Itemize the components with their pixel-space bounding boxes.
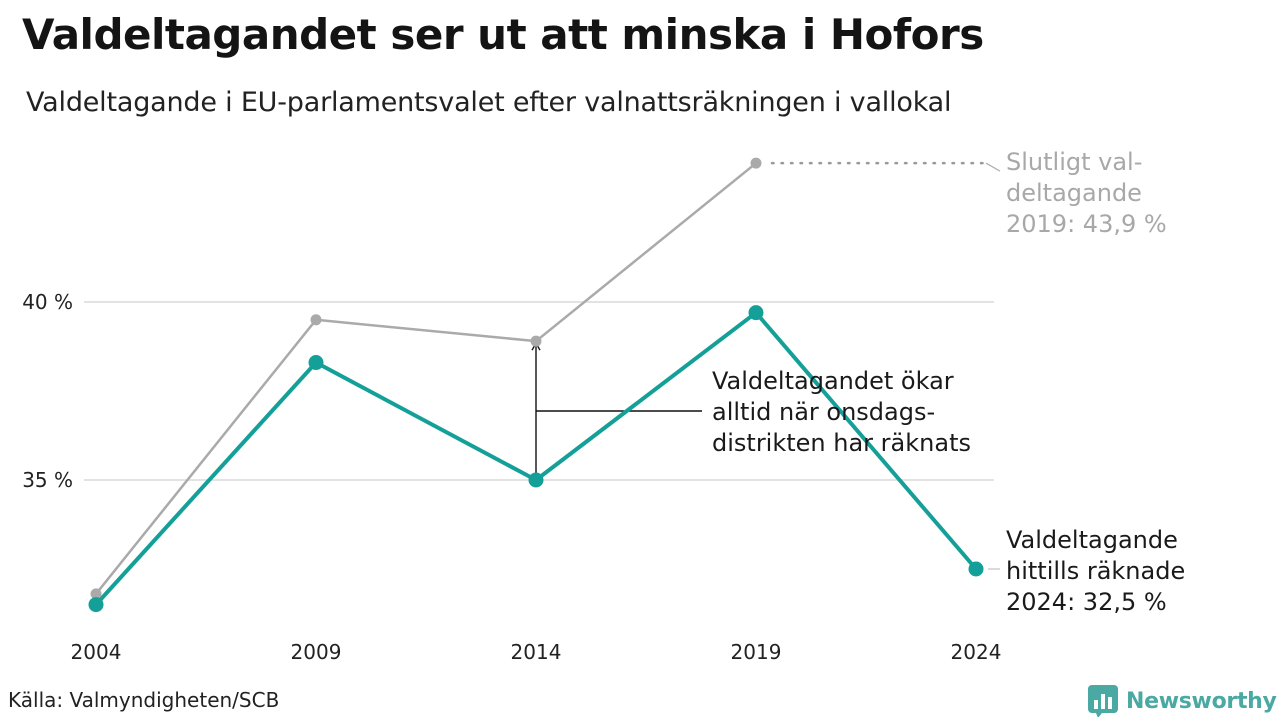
annotation-increase-line: distrikten har räknats <box>712 429 971 457</box>
chart-title: Valdeltagandet ser ut att minska i Hofor… <box>22 10 984 59</box>
data-point-final <box>750 157 762 169</box>
series-line-final <box>94 161 758 596</box>
annotation-final-2019-line: Slutligt val- <box>1006 148 1142 176</box>
x-tick-label: 2009 <box>291 640 342 664</box>
data-point-election_night <box>968 561 984 577</box>
data-point-final <box>530 335 542 347</box>
data-point-election_night <box>748 305 764 321</box>
annotation-increase: Valdeltagandet ökar alltid när onsdags-di… <box>712 367 971 457</box>
chart-subtitle: Valdeltagande i EU-parlamentsvalet efter… <box>26 87 952 118</box>
logo-text: Newsworthy <box>1126 688 1277 714</box>
annotation-current-2024: Valdeltagande hittills räknade 2024: 32,5 … <box>1006 526 1185 616</box>
x-tick-label: 2024 <box>951 640 1002 664</box>
x-tick-label: 2019 <box>731 640 782 664</box>
annotation-current-2024-line: 2024: 32,5 % <box>1006 588 1167 616</box>
x-tick-label: 2004 <box>71 640 122 664</box>
annotation-final-2019: Slutligt val-deltagande 2019: 43,9 % <box>1006 148 1167 238</box>
annotation-current-2024-line: Valdeltagande <box>1006 526 1178 554</box>
annotation-current-2024-line: hittills räknade <box>1006 557 1185 585</box>
data-point-election_night <box>308 355 324 371</box>
y-tick-label: 35 % <box>22 468 73 492</box>
data-point-election_night <box>88 597 104 613</box>
data-point-final <box>310 314 322 326</box>
line-chart: 35 % 40 % 2004 2009 2014 2019 2024 Slutligt v… <box>22 148 1185 664</box>
source-note: Källa: Valmyndigheten/SCB <box>8 688 280 712</box>
data-point-election_night <box>528 472 544 488</box>
y-tick-label: 40 % <box>22 290 73 314</box>
leader-tick <box>985 162 1001 172</box>
x-tick-label: 2014 <box>511 640 562 664</box>
annotation-increase-line: alltid när onsdags- <box>712 398 935 426</box>
annotation-increase-line: Valdeltagandet ökar <box>712 367 954 395</box>
annotation-final-2019-line: deltagande <box>1006 179 1142 207</box>
data-point-final <box>90 588 102 600</box>
bar-chart-icon <box>1088 685 1118 717</box>
annotation-final-2019-line: 2019: 43,9 % <box>1006 210 1167 238</box>
newsworthy-logo: Newsworthy <box>1088 684 1277 718</box>
